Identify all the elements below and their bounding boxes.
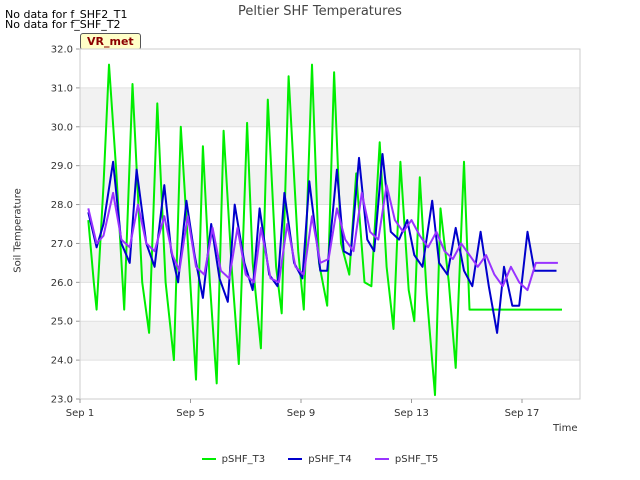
plot-frame	[79, 48, 581, 400]
x-tick-label: Sep 17	[505, 408, 540, 419]
y-tick-label: 28.0	[51, 200, 73, 211]
chart-title: Peltier SHF Temperatures	[238, 4, 402, 19]
grid-band	[80, 360, 580, 399]
no-data-notice-1: No data for f_SHF2_T1	[5, 8, 128, 21]
legend-swatch-t4	[288, 458, 303, 460]
grid-band	[80, 126, 580, 166]
grid-band	[80, 282, 580, 322]
legend: pSHF_T3 pSHF_T4 pSHF_T5	[0, 454, 640, 465]
x-tick-label: Sep 1	[66, 408, 94, 419]
grid-band	[80, 49, 580, 88]
x-tick-label: Sep 9	[287, 408, 315, 419]
site-badge: VR_met	[80, 33, 141, 50]
grid-band	[80, 321, 580, 361]
series-line-pshf_t4	[87, 153, 557, 334]
no-data-notice-2: No data for f_SHF_T2	[5, 18, 121, 31]
grid-band	[80, 87, 580, 127]
y-tick-label: 29.0	[51, 161, 73, 172]
x-tick-label: Sep 13	[394, 408, 429, 419]
x-tick-label: Sep 5	[176, 408, 204, 419]
y-tick-label: 32.0	[51, 45, 73, 56]
y-tick-label: 30.0	[51, 122, 73, 133]
legend-item-t3: pSHF_T3	[201, 454, 266, 465]
y-tick-label: 24.0	[51, 356, 73, 367]
legend-label-t4: pSHF_T4	[308, 454, 352, 465]
legend-label-t5: pSHF_T5	[394, 454, 439, 465]
legend-swatch-t3	[201, 458, 216, 460]
legend-swatch-t5	[374, 458, 389, 460]
legend-label-t3: pSHF_T3	[221, 454, 266, 465]
y-tick-label: 26.0	[51, 278, 73, 289]
x-axis-label: Time	[553, 423, 578, 434]
series-line-pshf_t3	[87, 63, 562, 397]
y-tick-label: 27.0	[51, 239, 73, 250]
y-tick-label: 31.0	[51, 83, 73, 94]
series-line-pshf_t5	[87, 184, 558, 292]
legend-item-t5: pSHF_T5	[374, 454, 439, 465]
y-tick-label: 23.0	[51, 395, 73, 406]
legend-item-t4: pSHF_T4	[288, 454, 352, 465]
y-tick-label: 25.0	[51, 317, 73, 328]
